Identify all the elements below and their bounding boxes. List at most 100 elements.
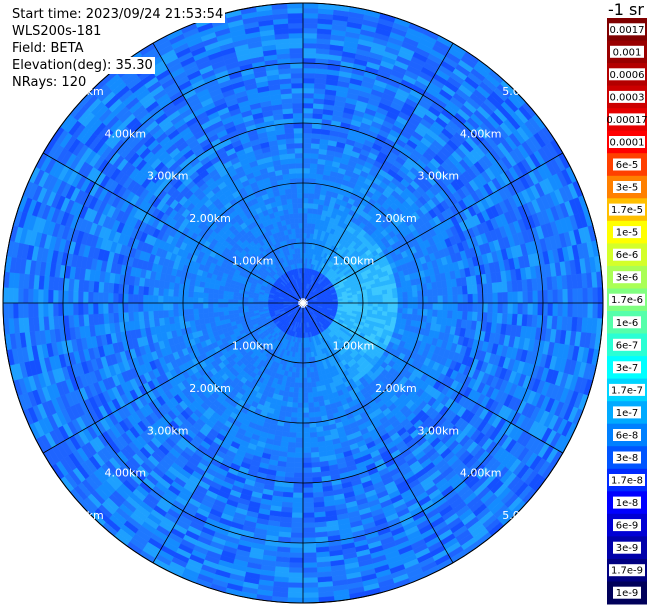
range-gate-cell (438, 303, 443, 310)
range-gate-cell (286, 462, 295, 468)
range-gate-cell (303, 528, 315, 533)
range-gate-cell (138, 303, 143, 312)
range-gate-cell (568, 303, 573, 317)
range-gate-cell (462, 311, 468, 320)
range-gate-cell (583, 303, 588, 318)
range-gate-cell (408, 303, 413, 309)
range-gate-cell (363, 303, 368, 306)
range-gate-cell (292, 508, 303, 513)
range-gate-cell (528, 303, 533, 315)
range-gate-cell (473, 303, 478, 312)
range-gate-cell (48, 290, 53, 303)
range-gate-cell (300, 363, 303, 368)
range-gate-cell (28, 303, 33, 317)
range-gate-cell (204, 313, 210, 319)
range-gate-cell (295, 458, 303, 463)
range-gate-cell (303, 553, 316, 558)
range-gate-cell (293, 493, 303, 498)
range-gate-cell (298, 403, 304, 408)
range-gate-cell (312, 467, 321, 473)
range-gate-cell (203, 298, 208, 303)
range-gate-cell (108, 303, 113, 313)
range-gate-cell (158, 310, 164, 318)
range-gate-cell (303, 453, 311, 458)
range-gate-cell (297, 413, 303, 418)
range-gate-cell (13, 288, 18, 303)
range-gate-cell (508, 303, 513, 314)
range-gate-cell (173, 296, 178, 303)
range-gate-cell (297, 423, 304, 428)
range-gate-cell (288, 583, 303, 588)
range-gate-cell (398, 303, 403, 308)
range-gate-cell (289, 573, 303, 578)
range-gate-cell (233, 310, 238, 314)
range-gate-cell (298, 393, 303, 398)
range-gate-cell (296, 428, 303, 433)
range-gate-cell (183, 309, 188, 316)
range-gate-cell (458, 303, 463, 311)
range-gate-cell (208, 293, 213, 298)
range-gate-cell (378, 303, 383, 307)
range-gate-cell (310, 427, 317, 433)
range-gate-cell (294, 473, 303, 478)
range-gate-cell (208, 303, 213, 308)
range-gate-cell (168, 310, 174, 317)
range-gate-cell (493, 303, 498, 313)
range-gate-cell (303, 443, 311, 448)
range-gate-cell (295, 443, 303, 448)
range-gate-cell (143, 295, 148, 303)
range-gate-cell (543, 303, 548, 316)
range-gate-cell (513, 303, 518, 314)
range-gate-cell (311, 462, 320, 468)
range-gate-cell (43, 303, 48, 317)
range-gate-cell (303, 568, 317, 573)
range-gate-cell (478, 303, 483, 312)
range-gate-cell (303, 508, 314, 513)
range-gate-cell (292, 518, 304, 523)
range-gate-cell (418, 303, 423, 309)
range-gate-cell (173, 289, 179, 296)
range-gate-cell (412, 309, 417, 315)
range-gate-cell (309, 417, 316, 422)
range-gate-cell (314, 402, 320, 408)
range-gate-cell (288, 593, 303, 598)
range-gate-cell (303, 418, 309, 423)
range-gate-cell (300, 358, 303, 363)
range-gate-cell (293, 488, 303, 493)
range-gate-cell (243, 303, 248, 306)
range-gate-cell (233, 303, 238, 307)
range-gate-cell (423, 303, 428, 310)
range-gate-cell (433, 303, 438, 310)
range-gate-cell (188, 291, 193, 297)
range-gate-cell (298, 388, 303, 393)
range-gate-cell (23, 288, 28, 303)
range-gate-cell (198, 298, 203, 304)
range-gate-cell (298, 398, 303, 403)
range-gate-cell (78, 291, 83, 303)
range-gate-cell (228, 303, 233, 307)
range-gate-cell (113, 283, 119, 293)
range-gate-cell (193, 297, 198, 303)
range-gate-cell (593, 303, 598, 318)
range-gate-cell (183, 291, 188, 298)
range-gate-cell (218, 299, 223, 303)
range-gate-cell (358, 303, 363, 306)
range-gate-cell (213, 307, 218, 312)
range-gate-cell (8, 288, 13, 303)
range-gate-cell (393, 308, 398, 313)
range-gate-cell (183, 297, 188, 303)
range-gate-cell (303, 438, 310, 443)
range-gate-cell (294, 383, 299, 388)
range-gate-cell (303, 498, 314, 503)
range-gate-cell (310, 442, 318, 448)
range-gate-cell (213, 298, 218, 303)
range-gate-cell (118, 303, 123, 313)
range-gate-cell (148, 295, 153, 303)
range-gate-cell (303, 468, 312, 473)
range-gate-cell (388, 303, 393, 308)
range-gate-cell (303, 503, 314, 508)
range-gate-cell (289, 558, 303, 563)
range-gate-cell (108, 293, 113, 303)
range-gate-cell (248, 306, 253, 309)
range-gate-cell (8, 303, 13, 318)
